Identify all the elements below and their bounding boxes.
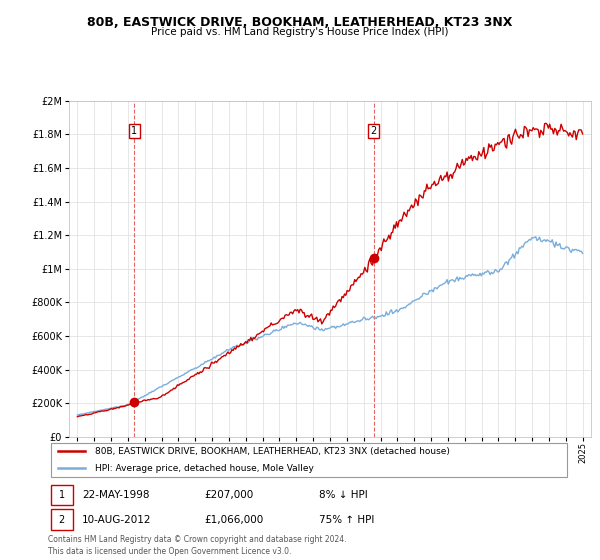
FancyBboxPatch shape bbox=[50, 485, 73, 505]
Text: 75% ↑ HPI: 75% ↑ HPI bbox=[319, 515, 375, 525]
Text: 2: 2 bbox=[371, 126, 377, 136]
Text: Contains HM Land Registry data © Crown copyright and database right 2024.
This d: Contains HM Land Registry data © Crown c… bbox=[48, 535, 347, 556]
Text: HPI: Average price, detached house, Mole Valley: HPI: Average price, detached house, Mole… bbox=[95, 464, 314, 473]
FancyBboxPatch shape bbox=[50, 442, 568, 477]
Text: 80B, EASTWICK DRIVE, BOOKHAM, LEATHERHEAD, KT23 3NX: 80B, EASTWICK DRIVE, BOOKHAM, LEATHERHEA… bbox=[88, 16, 512, 29]
Text: £207,000: £207,000 bbox=[205, 490, 254, 500]
FancyBboxPatch shape bbox=[50, 510, 73, 530]
Text: 10-AUG-2012: 10-AUG-2012 bbox=[82, 515, 151, 525]
Text: Price paid vs. HM Land Registry's House Price Index (HPI): Price paid vs. HM Land Registry's House … bbox=[151, 27, 449, 37]
Text: 22-MAY-1998: 22-MAY-1998 bbox=[82, 490, 149, 500]
Text: 2: 2 bbox=[58, 515, 65, 525]
Text: 1: 1 bbox=[131, 126, 137, 136]
Text: 8% ↓ HPI: 8% ↓ HPI bbox=[319, 490, 368, 500]
Text: 80B, EASTWICK DRIVE, BOOKHAM, LEATHERHEAD, KT23 3NX (detached house): 80B, EASTWICK DRIVE, BOOKHAM, LEATHERHEA… bbox=[95, 446, 450, 455]
Text: 1: 1 bbox=[59, 490, 65, 500]
Text: £1,066,000: £1,066,000 bbox=[205, 515, 264, 525]
